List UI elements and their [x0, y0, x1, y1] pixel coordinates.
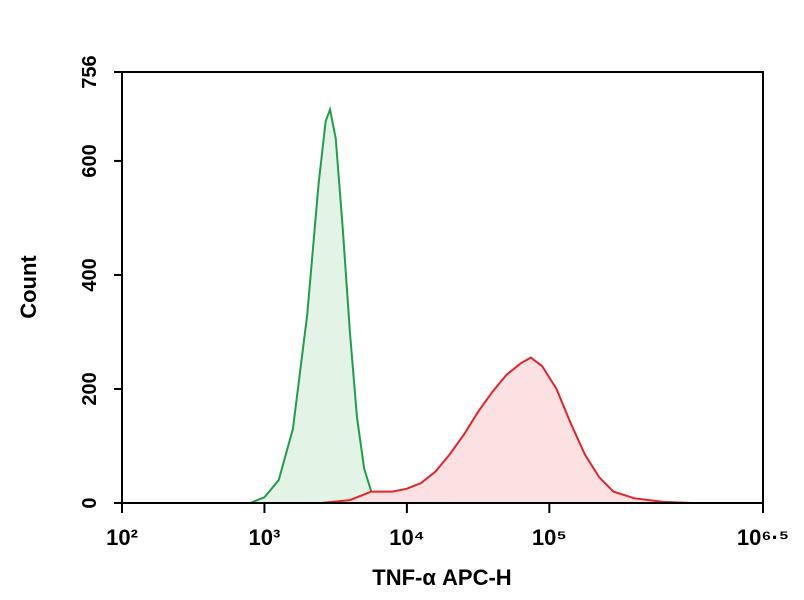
- x-tick-label: 10²: [106, 525, 138, 550]
- x-tick-label: 10³: [249, 525, 281, 550]
- x-tick-label: 10⁵: [532, 525, 567, 550]
- y-tick-label: 400: [79, 258, 101, 291]
- x-tick-label: 10⁶·⁵: [737, 525, 789, 550]
- area-fill: [321, 357, 692, 503]
- x-axis-label: TNF-α APC-H: [372, 565, 511, 590]
- histogram-line: [249, 105, 386, 504]
- y-tick-label: 200: [79, 372, 101, 405]
- histogram-line: [321, 356, 692, 504]
- plot-frame: [121, 71, 764, 504]
- y-tick-label: 0: [79, 497, 101, 508]
- y-tick-label: 756: [79, 55, 101, 88]
- area-fill: [250, 109, 386, 503]
- x-tick-label: 10⁴: [389, 525, 424, 550]
- y-axis-label: Count: [16, 255, 41, 319]
- y-tick-label: 600: [79, 144, 101, 177]
